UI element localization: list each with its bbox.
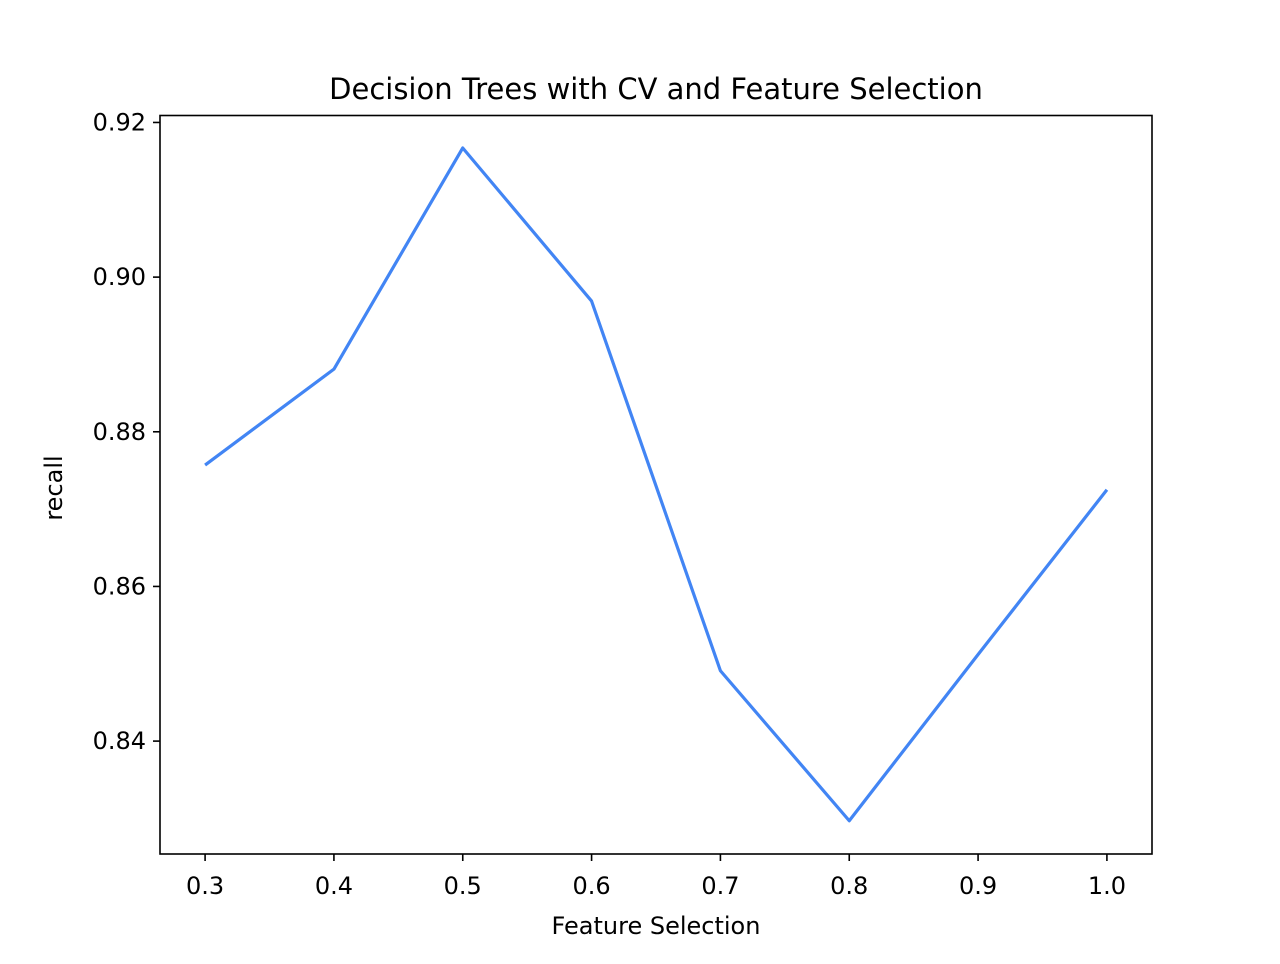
y-tick-label: 0.92 bbox=[93, 108, 146, 136]
series-layer bbox=[204, 146, 1109, 823]
y-tick-label: 0.88 bbox=[93, 418, 146, 446]
series-line-0 bbox=[204, 146, 1109, 823]
x-axis-ticks: 0.3 0.4 0.5 0.6 0.7 0.8 0.9 1.0 bbox=[186, 854, 1126, 900]
x-tick-label: 0.6 bbox=[572, 872, 610, 900]
x-tick-label: 0.9 bbox=[959, 872, 997, 900]
chart-title: Decision Trees with CV and Feature Selec… bbox=[329, 72, 983, 106]
y-tick-label: 0.90 bbox=[93, 263, 146, 291]
y-axis-ticks: 0.84 0.86 0.88 0.90 0.92 bbox=[93, 108, 160, 755]
x-tick-label: 0.3 bbox=[186, 872, 224, 900]
x-axis-label: Feature Selection bbox=[552, 912, 761, 940]
y-tick-label: 0.86 bbox=[93, 572, 146, 600]
plot-area-frame bbox=[159, 114, 1153, 855]
y-axis-label: recall bbox=[40, 455, 68, 520]
y-tick-label: 0.84 bbox=[93, 727, 146, 755]
x-tick-label: 0.7 bbox=[701, 872, 739, 900]
x-tick-label: 0.8 bbox=[830, 872, 868, 900]
x-tick-label: 0.4 bbox=[315, 872, 353, 900]
x-tick-label: 0.5 bbox=[444, 872, 482, 900]
x-tick-label: 1.0 bbox=[1088, 872, 1126, 900]
